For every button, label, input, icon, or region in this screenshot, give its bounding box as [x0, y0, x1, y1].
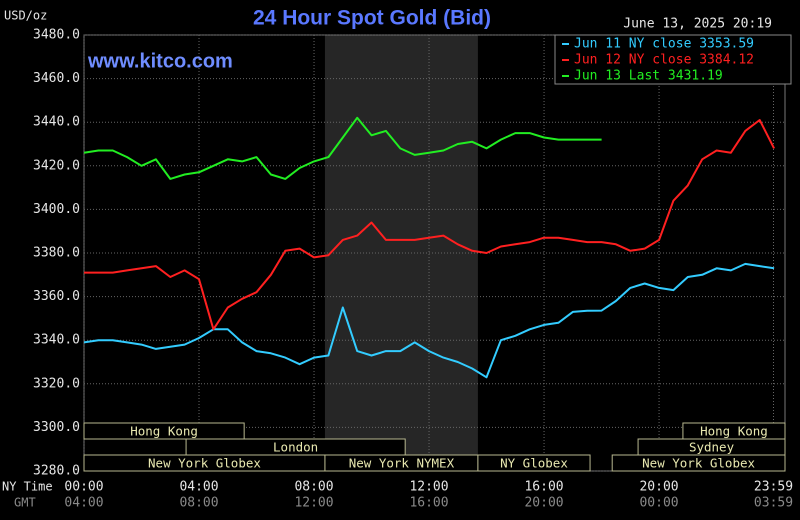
x-tick-label: 20:00 [639, 480, 678, 495]
site-name: www.kitco.com [87, 50, 233, 72]
x2-tick-label: 04:00 [64, 496, 103, 511]
x2-tick-label: 00:00 [639, 496, 678, 511]
y-tick-label: 3440.0 [33, 115, 80, 130]
shade-layer [324, 35, 478, 471]
x-tick-label: 08:00 [294, 480, 333, 495]
x-tick-label: 04:00 [179, 480, 218, 495]
y-tick-label: 3380.0 [33, 246, 80, 261]
series-line [83, 116, 602, 180]
legend-box [554, 34, 792, 85]
session-label: Sydney [689, 440, 735, 455]
legend-entry: Jun 12 NY close 3384.12 [574, 53, 754, 68]
session-shade [324, 35, 478, 471]
label-layer: USD/oz 24 Hour Spot Gold (Bid) June 13, … [2, 7, 793, 511]
timestamp: June 13, 2025 20:19 [623, 17, 772, 32]
x2-tick-label: 16:00 [409, 496, 448, 511]
series-line [84, 119, 775, 331]
x2-tick-label: 20:00 [524, 496, 563, 511]
x2-tick-label: 08:00 [179, 496, 218, 511]
chart-title: 24 Hour Spot Gold (Bid) [253, 7, 491, 30]
x-tick-label: 23:59 [754, 480, 793, 495]
y-tick-label: 3320.0 [33, 376, 80, 391]
legend-entry: Jun 11 NY close 3353.59 [574, 37, 754, 52]
legend-entry: Jun 13 Last 3431.19 [574, 69, 723, 84]
y-tick-label: 3280.0 [33, 464, 80, 479]
series-line [83, 262, 775, 379]
session-box [611, 454, 786, 472]
session-label: New York Globex [642, 456, 755, 471]
y-tick-label: 3420.0 [33, 158, 80, 173]
session-label: New York Globex [148, 456, 261, 471]
y-tick-label: 3300.0 [33, 420, 80, 435]
session-label: Hong Kong [700, 424, 768, 439]
y-tick-label: 3480.0 [33, 28, 80, 43]
session-label: New York NYMEX [349, 456, 455, 471]
y-tick-label: 3460.0 [33, 71, 80, 86]
session-box [477, 454, 591, 472]
x2-tick-label: 03:59 [754, 496, 793, 511]
session-label: Hong Kong [130, 424, 198, 439]
y-tick-label: 3400.0 [33, 202, 80, 217]
y-unit: USD/oz [4, 9, 47, 23]
line-layer [83, 116, 775, 379]
y-tick-label: 3360.0 [33, 289, 80, 304]
y-tick-label: 3340.0 [33, 333, 80, 348]
x-tick-label: 16:00 [524, 480, 563, 495]
session-label: London [273, 440, 318, 455]
session-box [83, 422, 245, 440]
x2-tick-label: 12:00 [294, 496, 333, 511]
x-tick-label: 12:00 [409, 480, 448, 495]
x-axis-label: NY Time [2, 480, 53, 494]
x2-axis-label: GMT [14, 496, 36, 510]
x-tick-label: 00:00 [64, 480, 103, 495]
session-label: NY Globex [500, 456, 568, 471]
